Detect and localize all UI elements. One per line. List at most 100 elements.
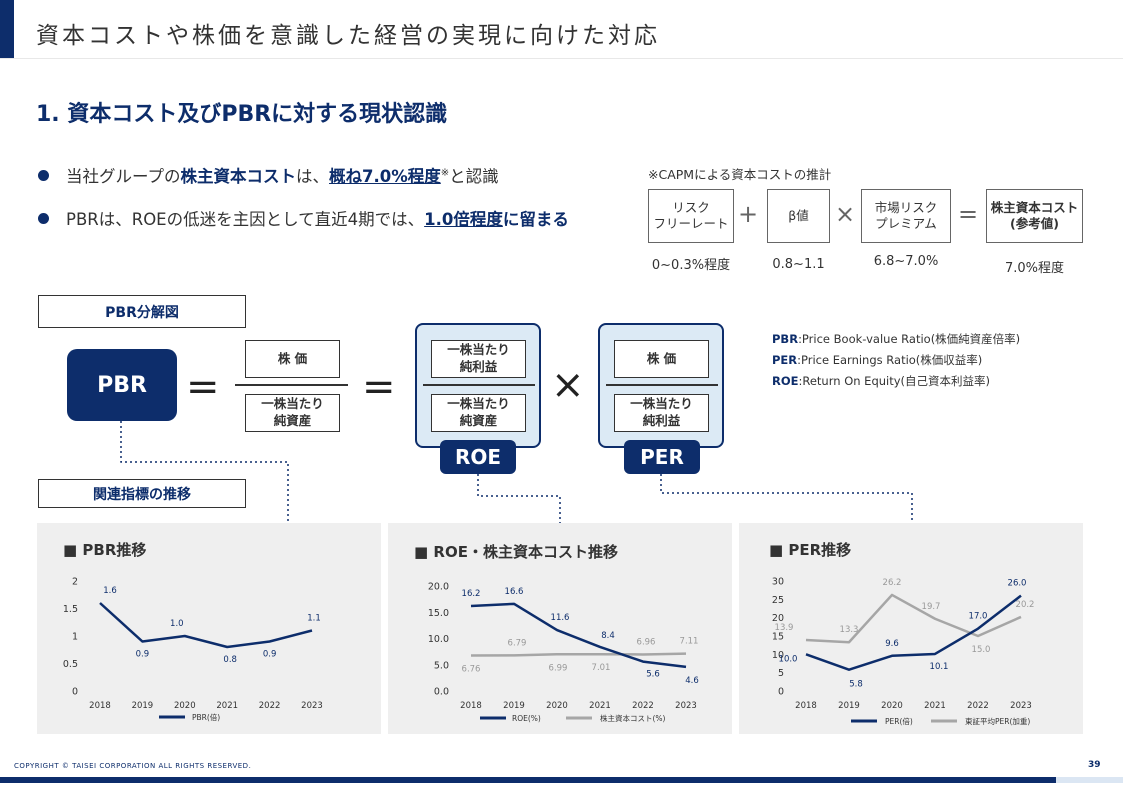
series-line — [470, 652, 687, 657]
bullet-text: は、 — [296, 167, 330, 186]
pbr-main-box: PBR — [67, 349, 177, 421]
y-tick-label: 2 — [72, 577, 78, 588]
data-label: 17.0 — [969, 612, 988, 622]
bvps-box: 一株当たり 純資産 — [431, 394, 526, 432]
roe-chart: 0.0 5.0 10.0 15.0 20.0 2018 2019 2020 2021 2022 20… — [428, 582, 699, 724]
x-tick-label: 2018 — [460, 701, 482, 711]
x-tick-label: 2023 — [301, 701, 323, 711]
eps-box: 一株当たり 純利益 — [614, 394, 709, 432]
chart-panel-pbr: ■ PBR推移 0 0.5 1 1.5 2 2018 2019 2020 2021 2022 202… — [37, 523, 381, 734]
data-label: 13.3 — [840, 625, 859, 635]
y-tick-label: 5.0 — [434, 660, 449, 671]
page-number: 39 — [1088, 760, 1101, 770]
data-label: 26.2 — [883, 578, 902, 588]
legend-label: 東証平均PER(加重) — [965, 716, 1030, 726]
bullet-highlight: に留まる — [502, 210, 569, 229]
bullet-cost-of-equity: 当社グループの株主資本コストは、概ね7.0%程度※と認識 — [38, 163, 499, 187]
data-label: 1.0 — [170, 619, 184, 629]
data-label: 7.01 — [592, 663, 611, 673]
bullet-pbr: PBRは、ROEの低迷を主因として直近4期では、1.0倍程度に留まる — [38, 206, 569, 230]
y-tick-label: 20.0 — [428, 582, 449, 593]
data-label: 1.6 — [103, 586, 117, 596]
cost-of-equity-value: 7.0%程度 — [1004, 261, 1065, 276]
legend-label: PER(倍) — [885, 716, 913, 726]
y-tick-label: 0 — [778, 687, 784, 698]
fraction-bar — [423, 384, 535, 386]
cost-of-equity-box: 株主資本コスト (参考値) — [986, 189, 1083, 243]
data-label: 26.0 — [1008, 579, 1027, 589]
market-premium-value: 6.8~7.0% — [873, 254, 939, 269]
page-title: 資本コストや株価を意識した経営の実現に向けた対応 — [36, 23, 660, 49]
data-label: 0.9 — [136, 650, 150, 660]
stock-price-box: 株 価 — [614, 340, 709, 378]
definition-abbr: PER — [772, 353, 798, 367]
y-tick-label: 20 — [772, 613, 784, 624]
risk-free-rate-value: 0~0.3%程度 — [651, 258, 731, 273]
times-operator: × — [835, 200, 856, 228]
series-line — [805, 594, 1022, 671]
fraction-bar — [606, 384, 718, 386]
data-label: 0.8 — [223, 655, 237, 665]
chart-panel-per: ■ PER推移 0 5 10 15 20 25 30 2018 2019 2020 2021 2022… — [739, 523, 1083, 734]
risk-free-rate-box: リスク フリーレート — [648, 189, 734, 243]
section-title: 1. 資本コスト及びPBRに対する現状認識 — [36, 102, 448, 127]
data-label: 0.9 — [263, 650, 277, 660]
y-tick-label: 25 — [772, 595, 784, 606]
chart-panel-roe: ■ ROE・株主資本コスト推移 0.0 5.0 10.0 15.0 20.0 2018 20… — [388, 523, 732, 734]
y-tick-label: 15.0 — [428, 608, 449, 619]
x-tick-label: 2021 — [216, 701, 238, 711]
fraction-bar — [235, 384, 348, 386]
y-tick-label: 5 — [778, 668, 784, 679]
bullet-highlight: 株主資本コスト — [180, 167, 297, 186]
definition-text: :Price Book-value Ratio(株価純資産倍率) — [798, 332, 1021, 346]
y-tick-label: 0.0 — [434, 687, 449, 698]
x-tick-label: 2020 — [174, 701, 196, 711]
pbr-decomposition-label: PBR分解図 — [38, 295, 246, 328]
data-label: 10.0 — [779, 654, 798, 664]
data-label: 8.4 — [601, 631, 615, 641]
data-label: 15.0 — [972, 645, 991, 655]
legend-label: ROE(%) — [512, 714, 541, 723]
x-tick-label: 2021 — [924, 701, 946, 711]
footnote-mark: ※ — [440, 167, 450, 179]
bullet-text: PBRは、ROEの低迷を主因として直近4期では、 — [66, 210, 425, 229]
capm-note: ※CAPMによる資本コストの推計 — [648, 167, 832, 182]
definition-pbr: PBR:Price Book-value Ratio(株価純資産倍率) — [772, 331, 1020, 347]
stock-price-box: 株 価 — [245, 340, 340, 378]
data-label: 5.8 — [849, 680, 863, 690]
bullet-dot — [38, 213, 49, 224]
x-tick-label: 2019 — [132, 701, 154, 711]
y-tick-label: 30 — [772, 577, 784, 588]
y-tick-label: 0 — [72, 687, 78, 698]
data-label: 6.96 — [637, 637, 656, 647]
equals-sign: = — [186, 364, 220, 410]
x-tick-label: 2020 — [881, 701, 903, 711]
chart-title: ■ PER推移 — [769, 541, 852, 559]
bullet-text: と認識 — [449, 167, 499, 186]
roe-tag: ROE — [440, 440, 516, 474]
y-tick-label: 1.5 — [63, 604, 78, 615]
definition-roe: ROE:Return On Equity(自己資本利益率) — [772, 373, 1020, 389]
bullet-dot — [38, 170, 49, 181]
data-label: 11.6 — [551, 613, 570, 623]
connector-per — [660, 474, 913, 524]
data-label: 16.6 — [505, 587, 524, 597]
eps-box: 一株当たり 純利益 — [431, 340, 526, 378]
series-line — [805, 593, 1022, 644]
data-label: 6.76 — [462, 665, 481, 675]
x-tick-label: 2023 — [1010, 701, 1032, 711]
header-divider — [0, 58, 1123, 59]
per-tag: PER — [624, 440, 700, 474]
indicators-label: 関連指標の推移 — [38, 479, 246, 508]
per-chart: 0 5 10 15 20 25 30 2018 2019 2020 2021 2022 2023 13.9… — [772, 577, 1035, 727]
pbr-chart: 0 0.5 1 1.5 2 2018 2019 2020 2021 2022 2023 1.6 0.9 1… — [63, 577, 323, 723]
y-tick-label: 15 — [772, 632, 784, 643]
x-tick-label: 2023 — [675, 701, 697, 711]
equals-operator: = — [958, 200, 979, 228]
chart-title: ■ PBR推移 — [63, 541, 147, 559]
copyright: COPYRIGHT © TAISEI CORPORATION ALL RIGHT… — [14, 762, 252, 770]
beta-box: β値 — [767, 189, 830, 243]
definition-per: PER:Price Earnings Ratio(株価収益率) — [772, 352, 1020, 368]
market-premium-box: 市場リスク プレミアム — [861, 189, 951, 243]
